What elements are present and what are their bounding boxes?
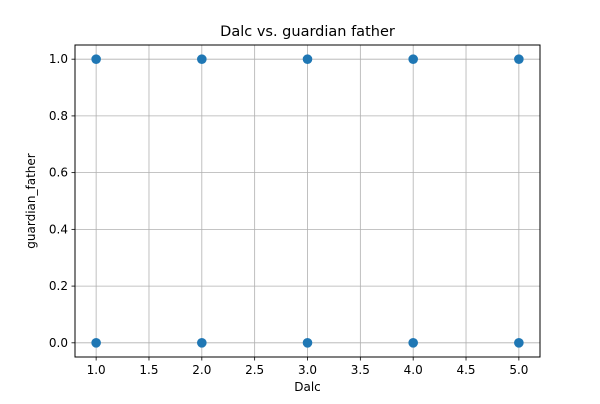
x-tick-label: 5.0 [509, 363, 528, 377]
x-tick-label: 4.0 [404, 363, 423, 377]
x-axis-label: Dalc [294, 380, 321, 394]
data-point [91, 338, 101, 348]
data-point [302, 338, 313, 348]
y-tick-label: 0.2 [49, 279, 68, 293]
x-tick-label: 2.0 [192, 363, 211, 377]
data-point [91, 54, 101, 64]
x-tick-label: 1.5 [139, 363, 158, 377]
data-point [514, 338, 524, 348]
x-tick-label: 2.5 [245, 363, 264, 377]
x-tick-label: 1.0 [87, 363, 106, 377]
chart-title: Dalc vs. guardian father [220, 24, 395, 40]
grid-lines [75, 45, 540, 357]
x-tick-label: 3.0 [298, 363, 317, 377]
y-tick-label: 0.8 [49, 109, 68, 123]
data-point [408, 338, 418, 348]
x-tick-label: 3.5 [351, 363, 370, 377]
data-points [91, 54, 524, 348]
y-tick-label: 0.0 [49, 336, 68, 350]
y-tick-label: 1.0 [49, 52, 68, 66]
data-point [408, 54, 418, 64]
y-tick-label: 0.6 [49, 166, 68, 180]
data-point [197, 338, 207, 348]
x-tick-label: 4.5 [456, 363, 475, 377]
data-point [514, 54, 524, 64]
data-point [302, 54, 313, 64]
axis-ticks: 1.0 1.5 2.0 2.5 3.0 3.5 4.0 4.5 5.0 0.0 0.2 0.4 0.6 0… [49, 52, 529, 377]
data-point [197, 54, 207, 64]
y-tick-label: 0.4 [49, 222, 68, 236]
y-axis-label: guardian_father [24, 153, 38, 248]
